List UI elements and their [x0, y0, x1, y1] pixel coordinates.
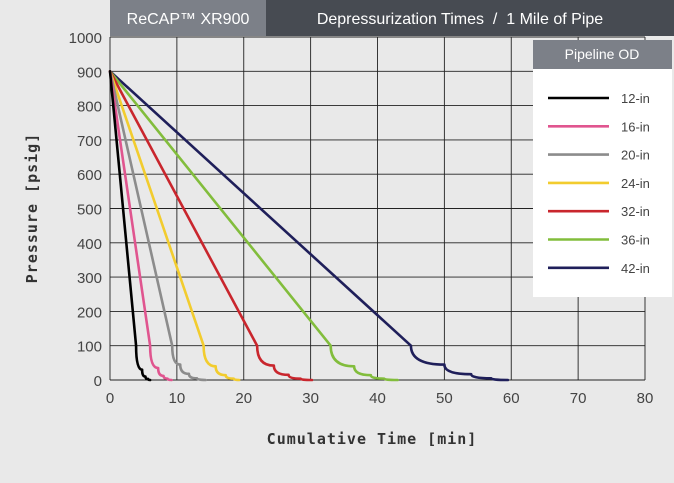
x-tick-label: 60	[503, 390, 520, 407]
series-line-36-in	[108, 70, 399, 382]
legend-label: 32-in	[621, 204, 650, 219]
x-tick-label: 40	[369, 390, 386, 407]
legend-title: Pipeline OD	[565, 46, 640, 62]
y-tick-label: 900	[77, 64, 102, 81]
series-line-32-in	[108, 70, 314, 382]
legend-label: 20-in	[621, 148, 650, 163]
series-line-20-in	[108, 70, 207, 382]
x-tick-label: 0	[106, 390, 114, 407]
y-tick-label: 0	[94, 373, 102, 390]
legend-label: 36-in	[621, 233, 650, 248]
product-name: ReCAP™ XR900	[127, 11, 250, 28]
legend-label: 42-in	[621, 261, 650, 276]
header-left-bar	[110, 0, 266, 36]
series-line-24-in	[108, 70, 241, 382]
y-tick-labels: 0 100 200 300 400 500 600 700 800 900 1000	[69, 30, 102, 390]
x-tick-label: 80	[637, 390, 654, 407]
legend-entries: 12-in 16-in 20-in 24-in 32-in 36-in 42-in	[548, 91, 650, 276]
legend-label: 12-in	[621, 91, 650, 106]
series-line-42-in	[108, 70, 510, 382]
legend-title-bar	[533, 40, 672, 69]
y-tick-label: 200	[77, 304, 102, 321]
y-tick-label: 600	[77, 167, 102, 184]
x-tick-label: 70	[570, 390, 587, 407]
y-tick-label: 700	[77, 133, 102, 150]
legend-label: 24-in	[621, 176, 650, 191]
y-tick-label: 500	[77, 202, 102, 219]
legend-label: 16-in	[621, 119, 650, 134]
x-axis-label: Cumulative Time [min]	[267, 430, 478, 448]
y-tick-label: 100	[77, 339, 102, 356]
header-right-bar	[266, 0, 674, 36]
y-tick-label: 300	[77, 270, 102, 287]
x-tick-label: 30	[302, 390, 319, 407]
series-lines	[108, 70, 510, 382]
series-line-12-in	[108, 70, 152, 382]
x-tick-labels: 0 10 20 30 40 50 60 70 80	[106, 390, 654, 407]
y-axis-label: Pressure [psig]	[23, 133, 41, 283]
x-tick-label: 20	[235, 390, 252, 407]
y-tick-label: 400	[77, 236, 102, 253]
chart-title: Depressurization Times / 1 Mile of Pipe	[317, 11, 603, 28]
series-line-16-in	[108, 70, 173, 382]
y-tick-label: 1000	[69, 30, 102, 47]
x-tick-label: 50	[436, 390, 453, 407]
x-tick-label: 10	[169, 390, 186, 407]
y-tick-label: 800	[77, 99, 102, 116]
